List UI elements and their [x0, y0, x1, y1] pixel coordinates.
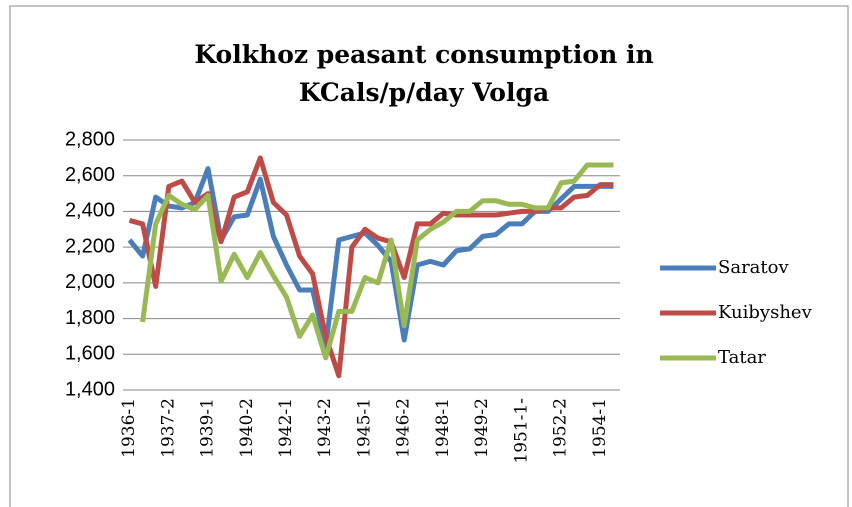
- x-tick-label: 1954-1: [590, 398, 610, 458]
- y-tick-label: 2,800: [65, 128, 115, 150]
- legend-label: Saratov: [718, 257, 789, 278]
- y-tick-label: 2,400: [65, 200, 115, 222]
- y-tick-label: 2,600: [65, 164, 115, 186]
- x-tick-label: 1942-1: [276, 398, 296, 458]
- x-tick-label: 1946-2: [394, 398, 414, 458]
- x-tick-label: 1939-1: [198, 398, 218, 458]
- chart-title: Kolkhoz peasant consumption in KCals/p/d…: [194, 40, 654, 107]
- y-tick-label: 2,200: [65, 235, 115, 257]
- x-tick-label: 1940-2: [237, 398, 257, 458]
- x-tick-label: 1949-2: [472, 398, 492, 458]
- y-tick-label: 1,800: [65, 307, 115, 329]
- series-line: [140, 162, 614, 361]
- x-tick-label: 1948-1: [433, 398, 453, 458]
- y-tick-label: 1,600: [65, 343, 115, 365]
- x-tick-label: 1945-1: [354, 398, 374, 458]
- legend-label: Kuibyshev: [718, 302, 813, 323]
- y-tick-label: 2,000: [65, 271, 115, 293]
- x-tick-label: 1943-2: [315, 398, 335, 458]
- x-tick-label: 1937-2: [158, 398, 178, 458]
- legend-label: Tatar: [718, 347, 766, 368]
- x-tick-label: 1951-1-: [511, 398, 531, 464]
- x-tick-label: 1952-2: [551, 398, 571, 458]
- y-tick-label: 1,400: [65, 378, 115, 400]
- x-tick-label: 1936-1: [119, 398, 139, 458]
